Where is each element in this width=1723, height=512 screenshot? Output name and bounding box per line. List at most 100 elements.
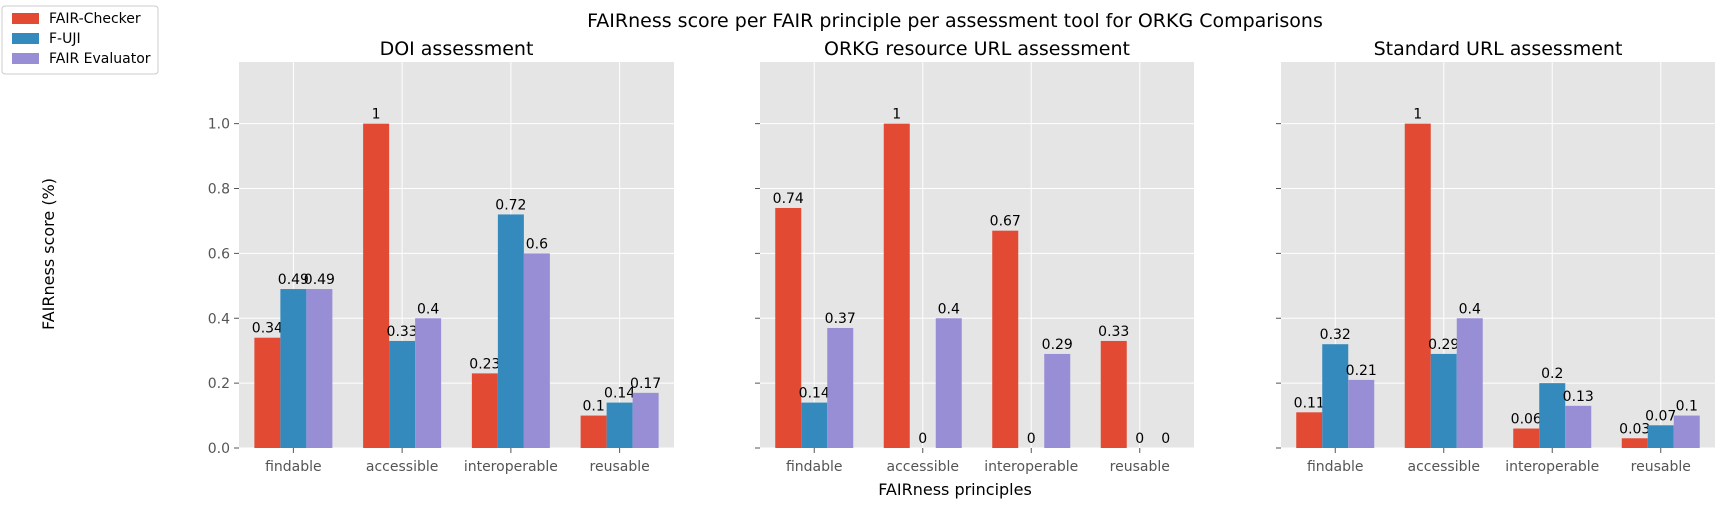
data-label: 1 [1413, 107, 1422, 123]
bar [497, 214, 524, 448]
data-label: 1 [892, 107, 901, 123]
figure-title: FAIRness score per FAIR principle per as… [587, 10, 1323, 32]
bar [1322, 344, 1349, 448]
bar [1348, 379, 1375, 448]
bar [254, 337, 281, 448]
data-label: 0.37 [825, 311, 856, 327]
bar [1565, 405, 1592, 448]
bar [306, 289, 333, 448]
subplot-title: ORKG resource URL assessment [824, 38, 1130, 60]
bar [1296, 412, 1323, 448]
data-label: 0.17 [630, 376, 661, 392]
data-label: 0.72 [495, 197, 526, 213]
data-label: 0.6 [526, 236, 548, 252]
data-label: 0.03 [1619, 421, 1650, 437]
data-label: 0.4 [938, 301, 960, 317]
data-label: 0.13 [1563, 389, 1594, 405]
x-tick-label: interoperable [1505, 459, 1599, 475]
bar [363, 123, 390, 448]
data-label: 0.06 [1511, 412, 1542, 428]
data-label: 0.2 [1541, 366, 1563, 382]
bar [1513, 428, 1540, 448]
y-tick-label: 0.8 [208, 182, 230, 198]
data-label: 0.29 [1428, 337, 1459, 353]
bar [1430, 353, 1457, 448]
bar [775, 207, 802, 448]
data-label: 0.67 [990, 214, 1021, 230]
legend-box [1, 5, 159, 75]
data-label: 0.07 [1645, 408, 1676, 424]
bar [1456, 318, 1483, 448]
data-label: 0.4 [1459, 301, 1481, 317]
data-label: 0.49 [304, 272, 335, 288]
data-label: 1 [372, 107, 381, 123]
y-tick-label: 0.6 [208, 246, 230, 262]
data-label: 0 [1027, 431, 1036, 447]
subplot-title: Standard URL assessment [1374, 38, 1623, 60]
bar [1647, 425, 1674, 448]
data-label: 0.32 [1320, 327, 1351, 343]
bar [606, 402, 633, 448]
data-label: 0.1 [1676, 399, 1698, 415]
y-axis-label: FAIRness score (%) [39, 178, 58, 330]
legend-label: FAIR Evaluator [49, 51, 151, 67]
subplot-title: DOI assessment [380, 38, 534, 60]
bar [1100, 340, 1127, 448]
legend-swatch [12, 33, 39, 44]
data-label: 0.33 [387, 324, 418, 340]
x-tick-label: findable [265, 459, 322, 475]
x-tick-label: accessible [366, 459, 438, 475]
legend-label: F-UJI [49, 31, 81, 47]
x-tick-label: findable [1307, 459, 1364, 475]
data-label: 0.11 [1294, 395, 1325, 411]
legend-swatch [12, 53, 39, 64]
data-label: 0.34 [252, 321, 283, 337]
bar [1044, 353, 1071, 448]
bar [471, 373, 498, 448]
x-tick-label: accessible [1408, 459, 1480, 475]
bar [935, 318, 962, 448]
data-label: 0.14 [604, 386, 635, 402]
subplot: DOI assessment 0.0 0.2 0.4 0.6 0.8 1.0 findable… [208, 38, 674, 475]
legend: FAIR-Checker F-UJI FAIR Evaluator [1, 5, 159, 75]
y-tick-label: 1.0 [208, 117, 230, 133]
bar [389, 340, 416, 448]
data-label: 0.14 [799, 386, 830, 402]
data-label: 0.74 [773, 191, 804, 207]
x-tick-label: reusable [590, 459, 650, 475]
data-label: 0.33 [1098, 324, 1129, 340]
bar [580, 415, 607, 448]
bar [827, 327, 854, 448]
x-tick-label: interoperable [464, 459, 558, 475]
x-tick-label: findable [786, 459, 843, 475]
bar [523, 253, 550, 448]
bar [1539, 383, 1566, 448]
bar [280, 289, 307, 448]
bar [1621, 438, 1648, 448]
bar [632, 392, 659, 448]
data-label: 0.29 [1042, 337, 1073, 353]
data-label: 0.23 [469, 356, 500, 372]
data-label: 0.4 [417, 301, 439, 317]
subplots: DOI assessment 0.0 0.2 0.4 0.6 0.8 1.0 findable… [208, 38, 1715, 475]
x-tick-label: accessible [887, 459, 959, 475]
legend-swatch [12, 13, 39, 24]
x-tick-label: interoperable [984, 459, 1078, 475]
y-tick-label: 0.2 [208, 376, 230, 392]
y-tick-label: 0.4 [208, 311, 230, 327]
data-label: 0 [1135, 431, 1144, 447]
x-tick-label: reusable [1631, 459, 1691, 475]
bar [1673, 415, 1700, 448]
bar [883, 123, 910, 448]
data-label: 0 [1161, 431, 1170, 447]
data-label: 0.21 [1346, 363, 1377, 379]
x-axis-label: FAIRness principles [878, 480, 1032, 499]
legend-label: FAIR-Checker [49, 11, 141, 27]
x-tick-label: reusable [1110, 459, 1170, 475]
data-label: 0.49 [278, 272, 309, 288]
bar [801, 402, 828, 448]
bar [415, 318, 442, 448]
data-label: 0 [918, 431, 927, 447]
